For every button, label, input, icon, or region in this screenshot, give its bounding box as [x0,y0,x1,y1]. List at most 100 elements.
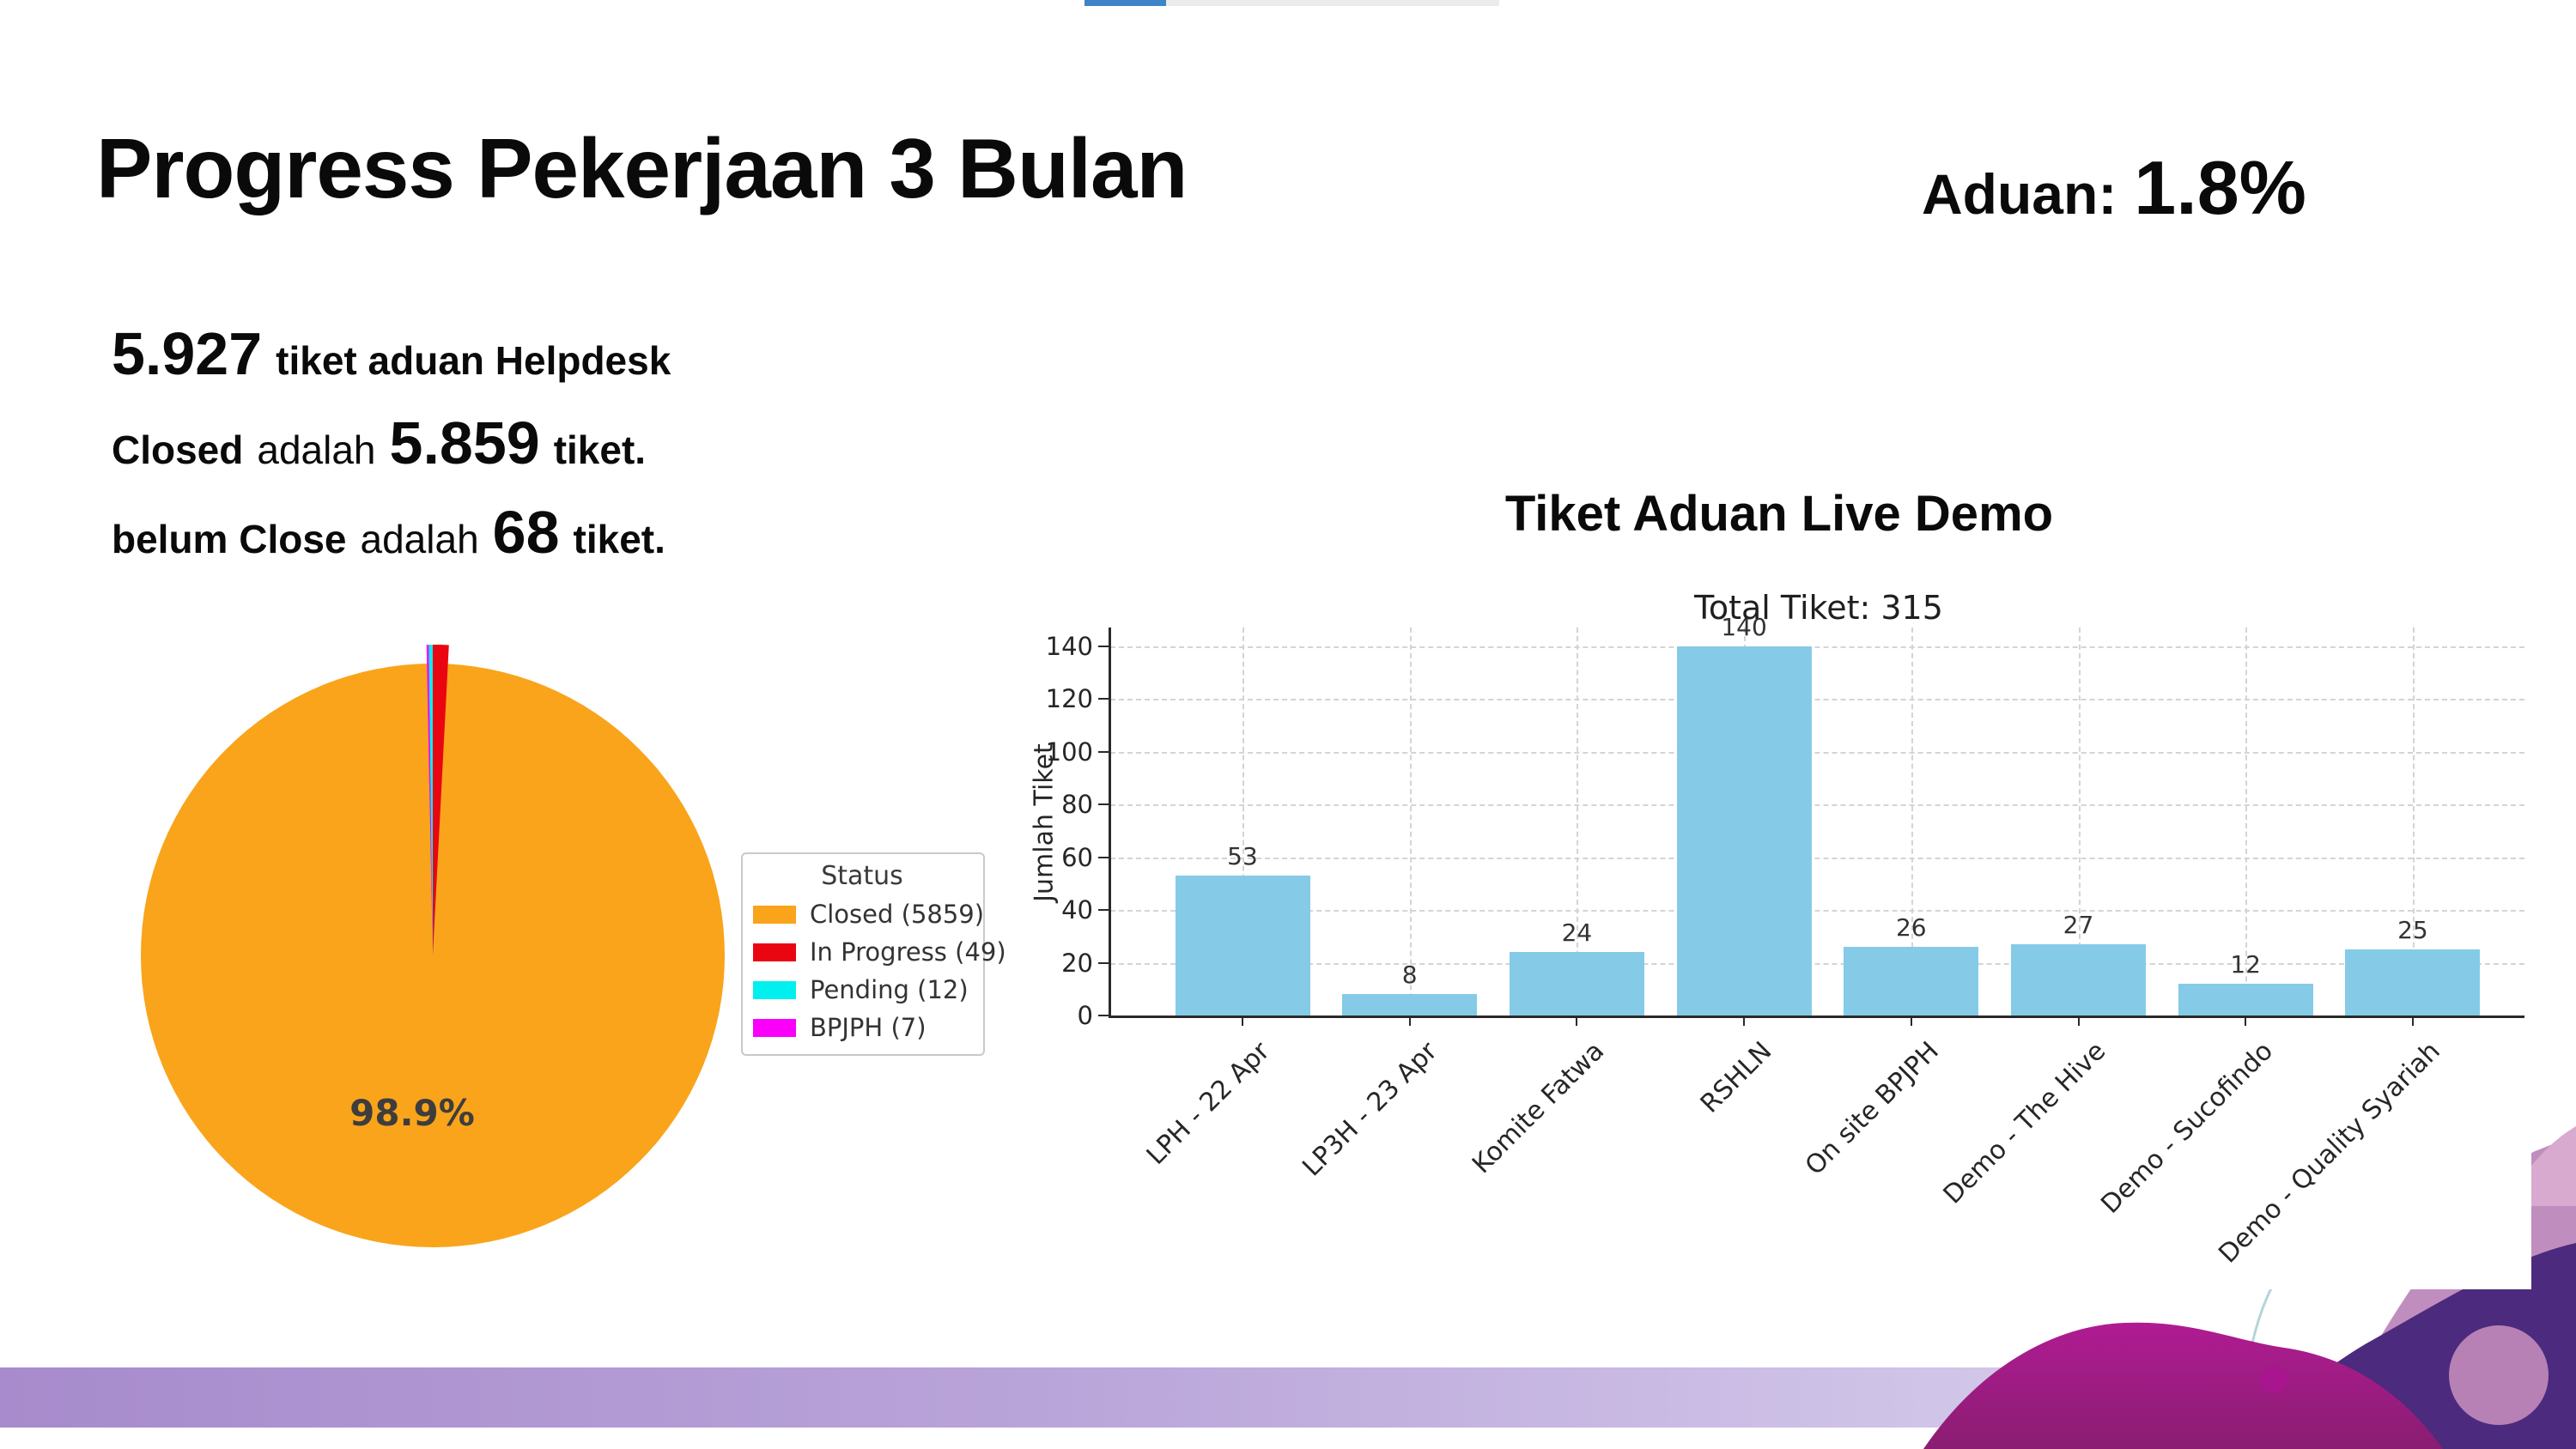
y-tick-label: 140 [1045,632,1093,661]
pie-legend: Status Closed (5859) In Progress (49) Pend… [741,852,1006,1056]
bar-value-label: 8 [1401,961,1418,990]
legend-label: Closed (5859) [810,900,985,929]
bar [2178,984,2313,1016]
x-tickmark [1910,1016,1912,1026]
y-tickmark [1098,646,1109,647]
bar [1676,646,1812,1016]
bar-chart-figure: Tiket Aduan Live Demo Total Tiket: 315 J… [1030,476,2531,1289]
y-tickmark [1098,909,1109,912]
y-tick-label: 40 [1061,895,1093,925]
y-gridline [1110,857,2524,859]
pie-chart [141,645,725,1247]
x-tick-label: RSHLN [1694,1036,1777,1119]
page-title: Progress Pekerjaan 3 Bulan [96,121,1188,215]
y-tick-label: 0 [1077,1001,1093,1030]
x-gridline [1409,627,1412,1016]
bar-value-label: 12 [2230,950,2261,979]
legend-row: Pending (12) [753,975,971,1004]
summary-block: 5.927 tiket aduan Helpdesk Closed adalah… [112,319,671,587]
bar [1175,876,1310,1016]
bar-chart-subtitle: Total Tiket: 315 [1694,589,1943,627]
x-tickmark [2245,1016,2247,1026]
bar-value-label: 53 [1227,842,1258,871]
summary-closed-value: 5.859 [389,409,540,476]
bar [1509,952,1644,1016]
legend-row: Closed (5859) [753,900,984,929]
summary-line-2: Closed adalah 5.859 tiket. [112,409,671,498]
aduan-value: 1.8% [2134,145,2306,230]
x-tickmark [1743,1016,1746,1026]
x-tickmark [1408,1016,1411,1026]
summary-open-value: 68 [492,499,560,566]
x-tickmark [2411,1016,2414,1026]
bar [1342,994,1478,1016]
y-tickmark [1098,856,1109,858]
legend-label: In Progress (49) [810,937,1006,967]
legend-swatch [753,980,796,999]
y-tick-label: 100 [1045,737,1093,767]
y-gridline [1110,962,2524,965]
legend-swatch [753,1018,796,1037]
y-tickmark [1098,1015,1109,1016]
y-tickmark [1098,698,1109,700]
y-gridline [1110,751,2524,754]
y-gridline [1110,646,2524,648]
pie-slice-pending [428,645,433,955]
aduan-stat: Aduan: 1.8% [1922,144,2306,232]
pie-percentage-label: 98.9% [349,1092,475,1134]
legend-swatch [753,943,796,961]
y-tickmark [1098,803,1109,806]
y-gridline [1110,910,2524,912]
legend-swatch [753,905,796,924]
y-tickmark [1098,750,1109,753]
pie-slice-bpjph [426,645,433,955]
summary-total-text: tiket aduan Helpdesk [276,338,671,383]
x-tick-label: LPH - 22 Apr [1140,1036,1276,1171]
wave-magenta [1923,1322,2443,1449]
wave-bump [2449,1325,2549,1425]
bar-value-label: 26 [1895,913,1927,943]
summary-closed-mid: adalah [257,427,376,472]
x-gridline [1911,627,1913,1016]
summary-line-3: belum Close adalah 68 tiket. [112,498,671,587]
y-gridline [1110,804,2524,807]
summary-total-value: 5.927 [112,320,263,387]
summary-open-mid: adalah [360,517,479,561]
legend-label: Pending (12) [810,975,969,1004]
x-gridline [2078,627,2081,1016]
summary-closed-tail: tiket. [553,427,647,472]
x-tick-label: Komite Fatwa [1466,1036,1611,1180]
x-axis-spine [1110,1016,2524,1018]
x-gridline [2245,627,2248,1016]
top-strip-gray [1166,0,1499,6]
x-tick-label: On site BPJPH [1799,1036,1945,1182]
y-gridline [1110,699,2524,701]
bar-value-label: 25 [2397,916,2428,945]
bar-value-label: 24 [1561,919,1593,948]
y-tickmark [1098,961,1109,964]
legend-row: In Progress (49) [753,937,1006,967]
summary-closed-label: Closed [112,427,244,472]
x-gridline [1242,627,1244,1016]
x-tickmark [1576,1016,1578,1026]
bar-value-label: 140 [1721,613,1767,641]
top-strip-blue [1084,0,1166,6]
x-gridline [2412,627,2415,1016]
legend-row: BPJPH (7) [753,1013,971,1042]
bar [2345,949,2481,1016]
x-tickmark [2077,1016,2080,1026]
x-tick-label: LP3H - 23 Apr [1297,1036,1443,1183]
x-tick-label: Demo - The Hive [1937,1036,2112,1210]
wave-dot [2260,1366,2287,1393]
y-tick-label: 80 [1061,790,1093,820]
bar [1844,947,1979,1016]
bar [2011,944,2146,1016]
bar-value-label: 27 [2063,911,2094,940]
x-gridline [1577,627,1579,1016]
summary-open-tail: tiket. [573,517,665,561]
x-tickmark [1242,1016,1243,1026]
y-axis-spine [1109,627,1111,1018]
pie-slice-in-progress [433,645,449,955]
legend-label: BPJPH (7) [810,1013,927,1042]
summary-open-label: belum Close [112,517,347,561]
